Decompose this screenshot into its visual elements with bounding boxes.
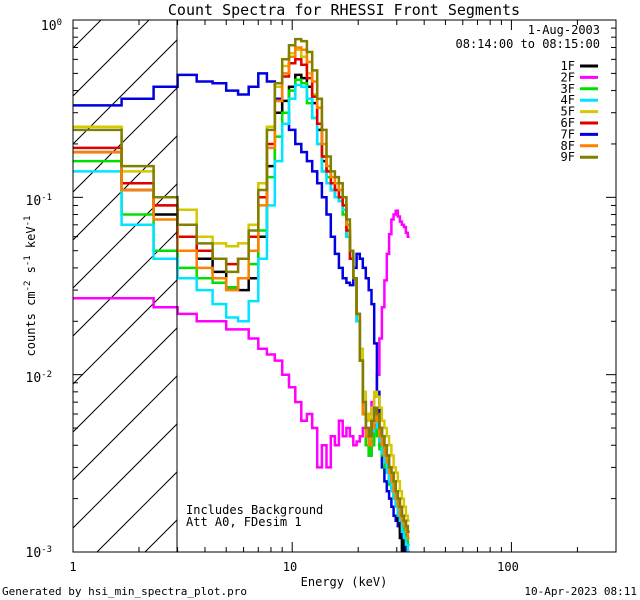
- chart-title: Count Spectra for RHESSI Front Segments: [168, 1, 520, 19]
- hatch-line: [73, 278, 178, 385]
- hatch-line: [337, 0, 640, 552]
- hatch-line: [73, 374, 178, 481]
- xtick-label-100: 100: [497, 560, 519, 574]
- series-8F-line: [73, 46, 410, 540]
- legend-label-9F: 9F: [561, 150, 575, 164]
- hatch-line: [73, 20, 150, 97]
- hatch-line: [385, 0, 640, 552]
- plot-frame: [72, 19, 617, 553]
- legend-label-1F: 1F: [561, 59, 575, 73]
- hatch-line: [433, 0, 640, 552]
- hatch-line: [625, 0, 640, 552]
- footer-generator: Generated by hsi_min_spectra_plot.pro: [2, 585, 247, 598]
- hatch-line: [73, 38, 178, 145]
- date-label: 1-Aug-2003: [528, 23, 600, 37]
- spectra-lines: [73, 37, 410, 552]
- series-7F-line: [73, 72, 410, 552]
- legend-label-8F: 8F: [561, 139, 575, 153]
- xtick-label-1: 1: [69, 560, 76, 574]
- hatch-line: [577, 0, 640, 552]
- ytick-label-0.1: 10-1: [26, 193, 53, 209]
- series-3F-line: [73, 78, 410, 546]
- series-9F-line: [73, 37, 410, 534]
- ytick-label-1: 100: [41, 18, 62, 34]
- attenuator-hatch-region: [0, 0, 640, 552]
- legend-label-4F: 4F: [561, 93, 575, 107]
- series-6F-line: [73, 58, 410, 534]
- hatch-line: [0, 0, 121, 552]
- x-axis-label: Energy (keV): [301, 575, 388, 589]
- legend-label-7F: 7F: [561, 127, 575, 141]
- legend-label-3F: 3F: [561, 82, 575, 96]
- y-axis-label: counts cm-2 s-1 keV-1: [23, 216, 38, 357]
- background-annotation: Includes Background: [186, 503, 323, 517]
- hatch-line: [73, 422, 178, 529]
- ytick-label-0.01: 10-2: [26, 370, 53, 386]
- series-2F-line: [73, 209, 410, 469]
- time-range-label: 08:14:00 to 08:15:00: [456, 37, 601, 51]
- legend-label-2F: 2F: [561, 70, 575, 84]
- xtick-label-10: 10: [283, 560, 297, 574]
- hatch-line: [529, 0, 640, 552]
- ytick-label-0.001: 10-3: [26, 545, 53, 561]
- hatch-line: [73, 86, 178, 193]
- axis-ticks: [72, 19, 617, 553]
- hatch-line: [73, 182, 178, 289]
- hatch-line: [73, 230, 178, 337]
- legend-label-5F: 5F: [561, 105, 575, 119]
- legend-label-6F: 6F: [561, 116, 575, 130]
- attenuator-annotation: Att A0, FDesim 1: [186, 515, 302, 529]
- footer-timestamp: 10-Apr-2023 08:11: [524, 585, 637, 598]
